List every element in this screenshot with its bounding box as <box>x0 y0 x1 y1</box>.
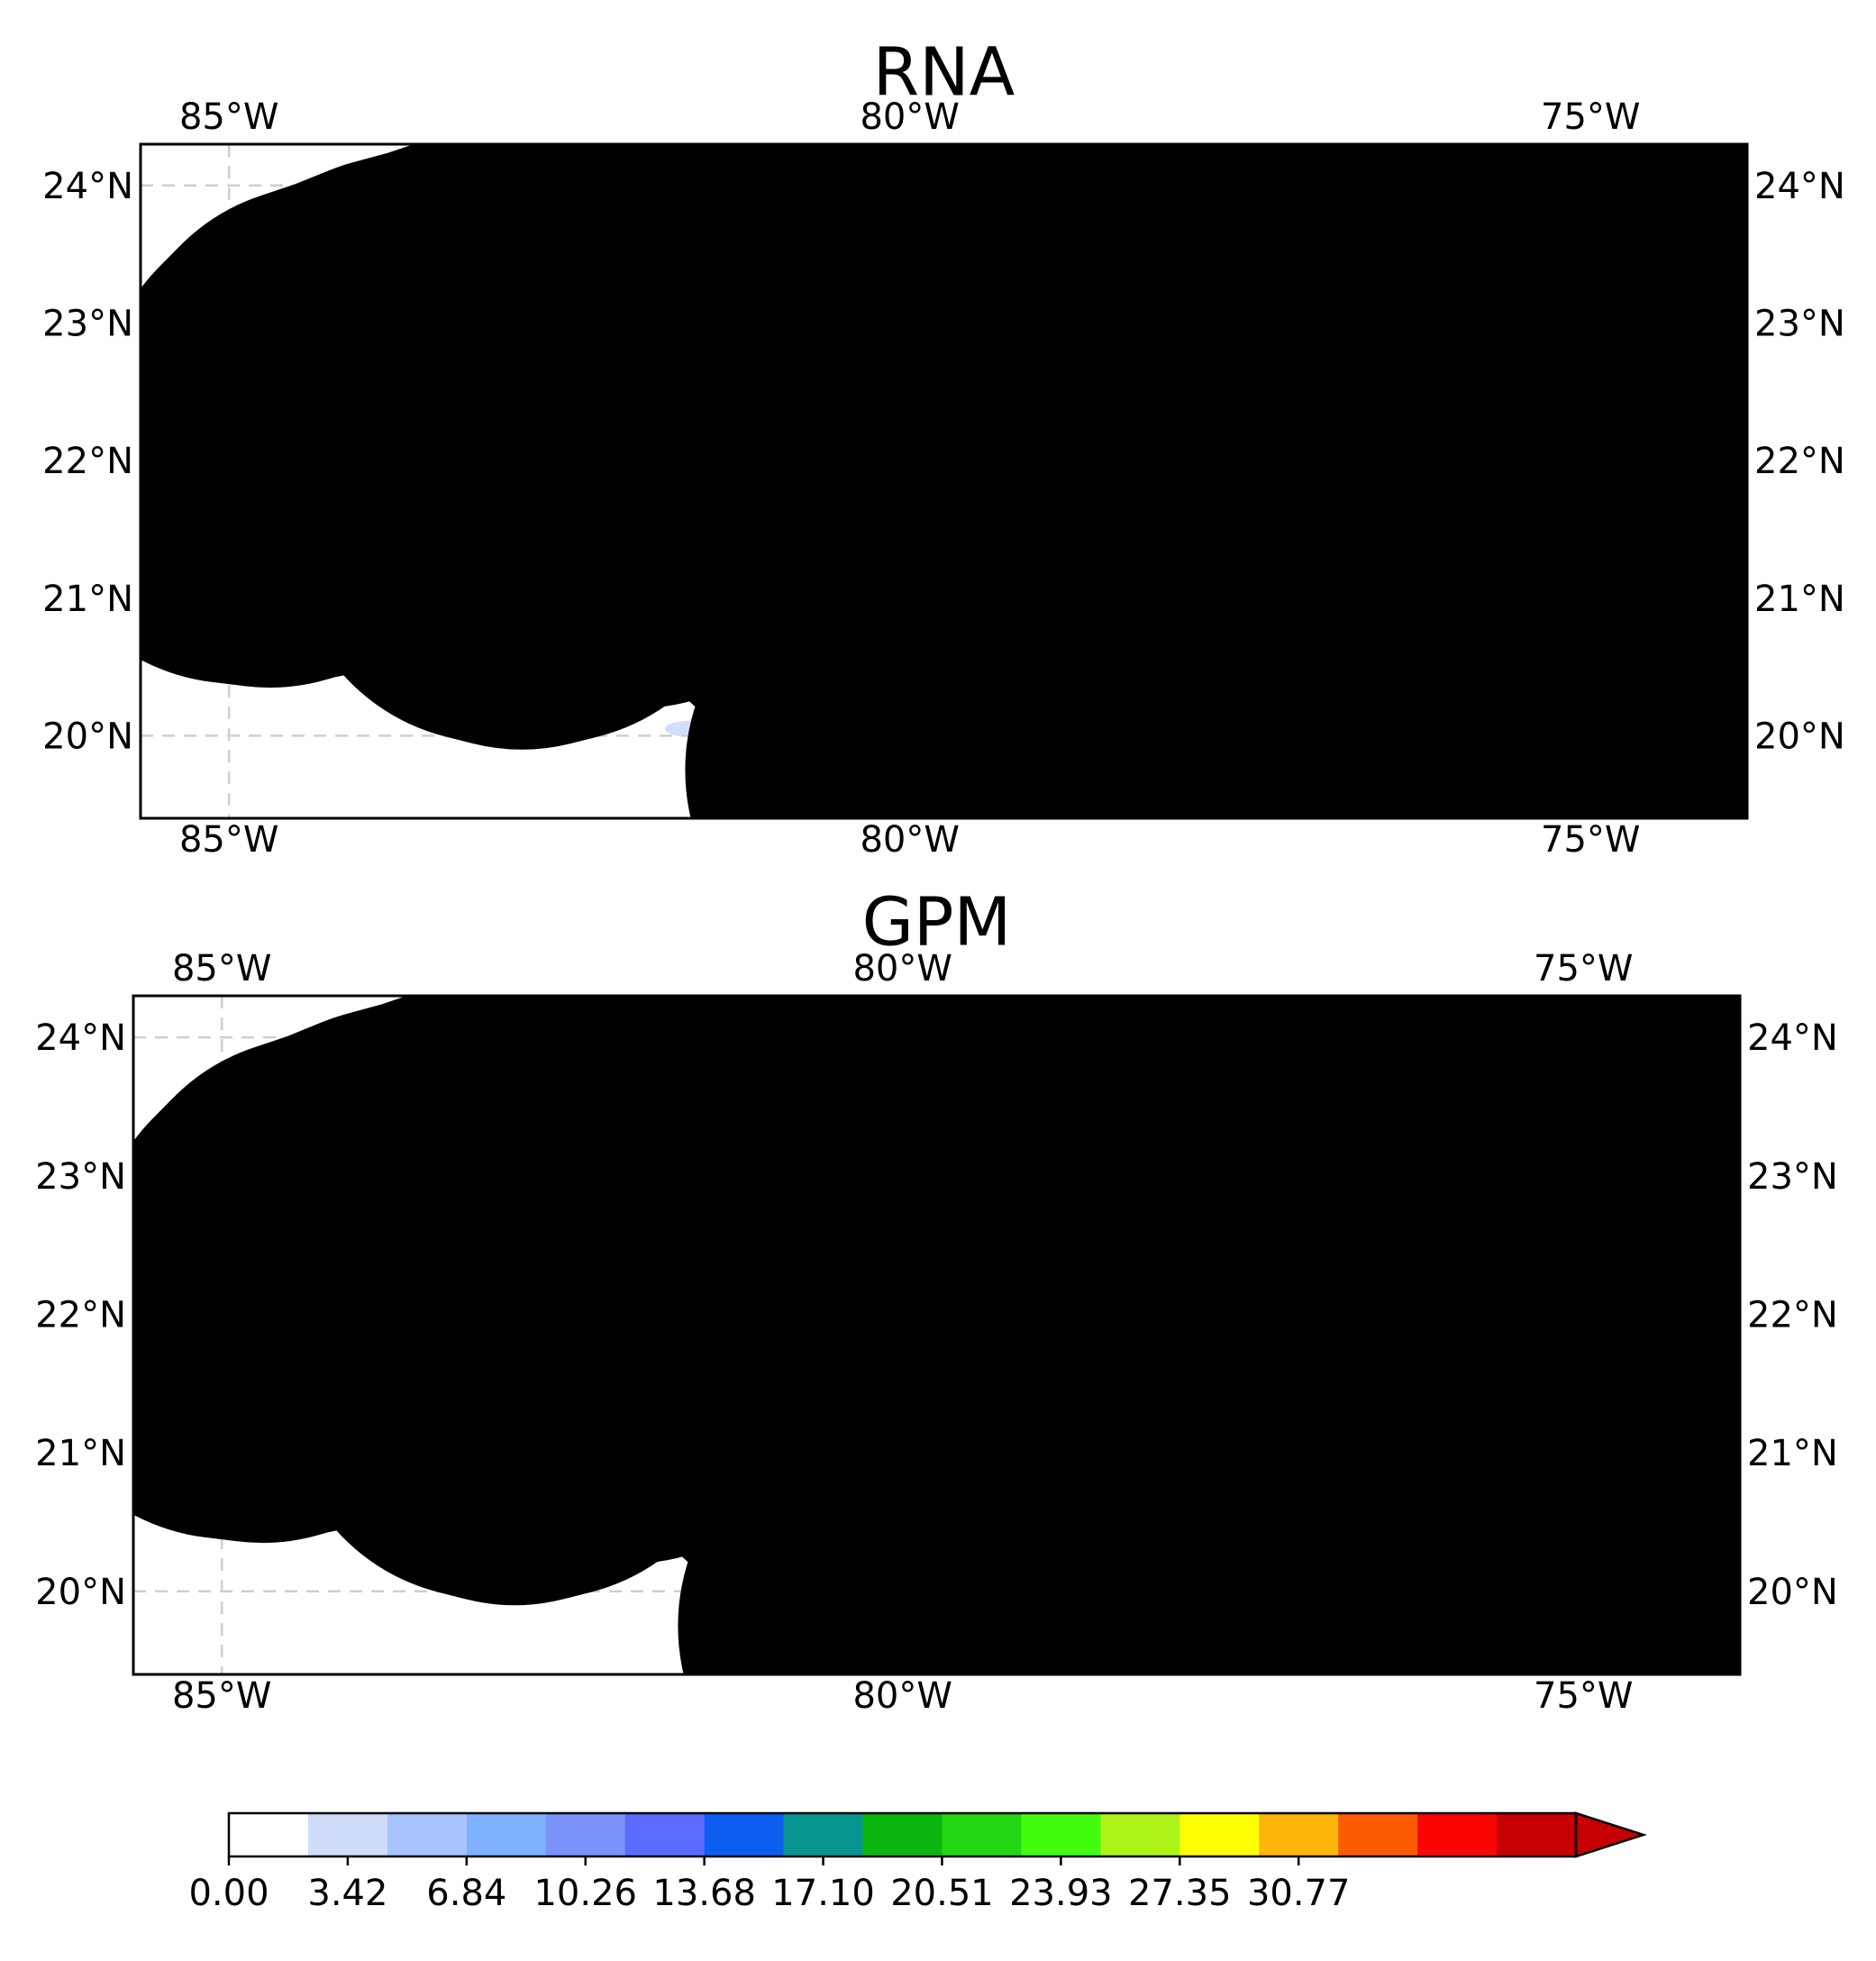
colorbar-frame <box>227 1811 1578 1858</box>
colorbar-tick-label: 0.00 <box>188 1873 269 1914</box>
colorbar-tick-label: 20.51 <box>890 1873 994 1914</box>
colorbar-tick-label: 13.68 <box>652 1873 756 1914</box>
lon-tick-label-bottom: 80°W <box>860 819 959 861</box>
colorbar-tick-label: 17.10 <box>771 1873 875 1914</box>
map-panel-rna: RNA 85°W 85°W 80°W 80°W 75°W 75°W 24°N 24°N 23°N 2… <box>42 34 1845 862</box>
lat-tick-label-right: 21°N <box>1754 579 1845 620</box>
lon-tick-label-bottom: 85°W <box>179 819 278 861</box>
lat-tick-label-left: 21°N <box>42 579 133 620</box>
colorbar: 0.00 3.42 6.84 10.26 13.68 17.10 20.51 23.93 27.… <box>188 1811 1648 1914</box>
lat-tick-label-left: 24°N <box>35 1017 126 1059</box>
colorbar-swatch <box>229 1813 309 1856</box>
lat-tick-label-left: 22°N <box>42 441 133 482</box>
lat-tick-label-left: 23°N <box>42 303 133 344</box>
lon-tick-label-top: 85°W <box>179 96 278 138</box>
lat-tick-label-right: 20°N <box>1754 716 1845 757</box>
colorbar-tick-label: 3.42 <box>307 1873 387 1914</box>
colorbar-tick-label: 23.93 <box>1009 1873 1113 1914</box>
colorbar-swatch <box>1417 1813 1498 1856</box>
lat-tick-label-right: 23°N <box>1747 1156 1838 1198</box>
lat-tick-label-right: 22°N <box>1754 441 1845 482</box>
lon-tick-label-bottom: 80°W <box>852 1675 952 1717</box>
colorbar-swatch <box>1338 1813 1418 1856</box>
map-panel-gpm: GPM 85°W 85°W 80°W 80°W 75°W 75°W 24°N 24°N 23°N 2… <box>35 884 1838 1718</box>
colorbar-swatch <box>466 1813 547 1856</box>
lat-tick-label-left: 22°N <box>35 1294 126 1336</box>
lat-tick-label-left: 21°N <box>35 1433 126 1474</box>
lat-tick-label-right: 23°N <box>1754 303 1845 344</box>
colorbar-swatch <box>783 1813 864 1856</box>
colorbar-extend-arrow <box>1574 1811 1648 1858</box>
lon-tick-label-bottom: 75°W <box>1534 1675 1633 1717</box>
colorbar-tick-label: 27.35 <box>1128 1873 1232 1914</box>
map-frame <box>139 142 1749 820</box>
lon-tick-label-top: 80°W <box>852 948 952 990</box>
panel-title: RNA <box>873 34 1015 112</box>
lat-tick-label-right: 21°N <box>1747 1433 1838 1474</box>
colorbar-swatch <box>307 1813 388 1856</box>
lon-tick-label-top: 75°W <box>1541 96 1640 138</box>
colorbar-swatch <box>1179 1813 1260 1856</box>
lat-tick-label-left: 23°N <box>35 1156 126 1198</box>
map-frame <box>132 994 1742 1676</box>
colorbar-swatch <box>545 1813 626 1856</box>
lat-tick-label-left: 24°N <box>42 166 133 207</box>
lon-tick-label-top: 85°W <box>172 948 271 990</box>
colorbar-swatch <box>1021 1813 1101 1856</box>
lon-tick-label-bottom: 75°W <box>1541 819 1640 861</box>
colorbar-swatch <box>1497 1813 1577 1856</box>
lon-tick-label-top: 75°W <box>1534 948 1633 990</box>
colorbar-swatch <box>1100 1813 1180 1856</box>
lat-tick-label-left: 20°N <box>35 1572 126 1613</box>
colorbar-swatch <box>704 1813 785 1856</box>
lat-tick-label-right: 20°N <box>1747 1572 1838 1613</box>
lat-tick-label-right: 22°N <box>1747 1294 1838 1336</box>
colorbar-tick-label: 30.77 <box>1247 1873 1351 1914</box>
colorbar-tick-label: 6.84 <box>426 1873 506 1914</box>
lat-tick-label-left: 20°N <box>42 716 133 757</box>
lat-tick-label-right: 24°N <box>1754 166 1845 207</box>
colorbar-tick-label: 10.26 <box>533 1873 637 1914</box>
panel-title: GPM <box>862 884 1012 962</box>
lon-tick-label-bottom: 85°W <box>172 1675 271 1717</box>
colorbar-swatch <box>862 1813 943 1856</box>
lat-tick-label-right: 24°N <box>1747 1017 1838 1059</box>
colorbar-swatch <box>624 1813 706 1856</box>
colorbar-swatch <box>387 1813 468 1856</box>
colorbar-swatch <box>942 1813 1022 1856</box>
lon-tick-label-top: 80°W <box>860 96 959 138</box>
colorbar-swatch <box>1259 1813 1339 1856</box>
